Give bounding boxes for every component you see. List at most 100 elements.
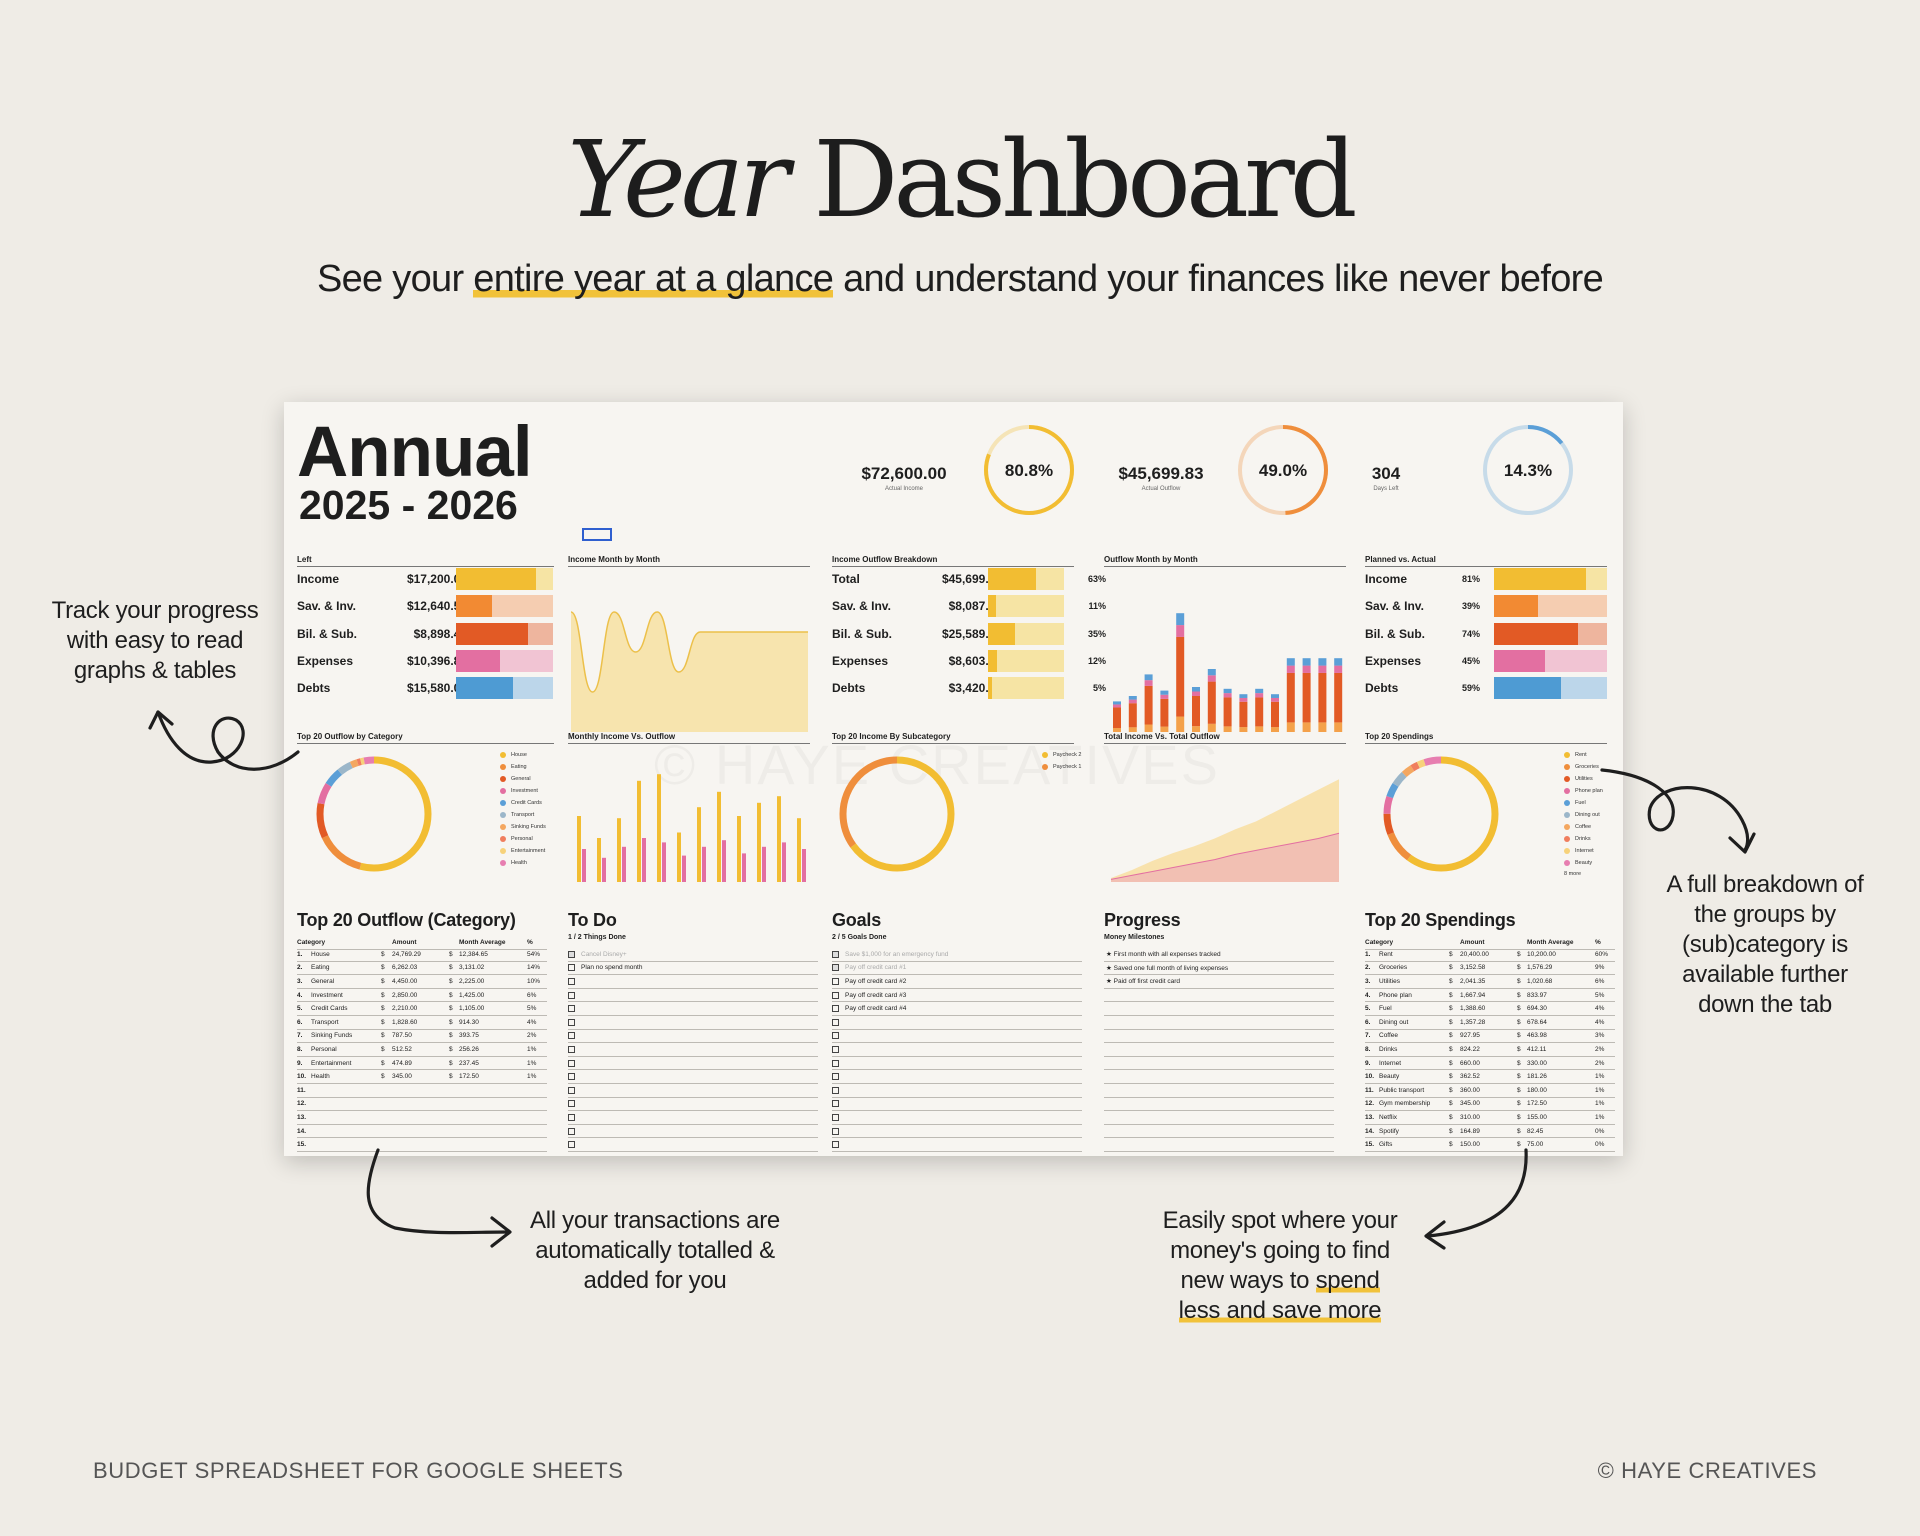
checklist-row[interactable] [832,1030,1082,1044]
checklist-row[interactable] [832,1070,1082,1084]
table-row[interactable]: 13. Netflix $310.00 $155.00 1% [1365,1111,1615,1125]
table-row[interactable]: 12. [297,1098,547,1112]
checklist-row[interactable]: Cancel Disney+ [568,948,818,962]
bar-row: Bil. & Sub. $8,898.43 [297,622,553,645]
table-row[interactable]: 4. Phone plan $1,667.94 $833.97 5% [1365,989,1615,1003]
donut-income-slice [839,756,955,872]
checkbox-icon[interactable] [832,991,839,999]
table-row[interactable]: 8. Drinks $824.22 $412.11 2% [1365,1043,1615,1057]
checklist-row[interactable] [832,1043,1082,1057]
checkbox-icon[interactable] [568,1045,575,1053]
checklist-row[interactable]: Pay off credit card #2 [832,975,1082,989]
checklist-row[interactable]: Pay off credit card #3 [832,989,1082,1003]
table-row[interactable]: 3. General $4,450.00 $2,225.00 10% [297,975,547,989]
bar-track [1494,649,1607,672]
checklist-row[interactable] [568,1043,818,1057]
checkbox-icon[interactable] [832,1113,839,1121]
row-percent: 0% [1595,1127,1605,1135]
table-row[interactable]: 4. Investment $2,850.00 $1,425.00 6% [297,989,547,1003]
checkbox-icon[interactable] [832,1045,839,1053]
checklist-row[interactable] [568,1125,818,1139]
checkbox-icon[interactable] [832,977,839,985]
table-row[interactable]: 2. Eating $6,262.03 $3,131.02 14% [297,962,547,976]
checklist-row[interactable] [568,989,818,1003]
checkbox-icon[interactable] [832,1059,839,1067]
checkbox-icon[interactable] [568,1005,575,1013]
table-row[interactable]: 10. Health $345.00 $172.50 1% [297,1070,547,1084]
checkbox-icon[interactable] [568,1073,575,1081]
row-category: Gifts [1379,1141,1393,1149]
checklist-row[interactable] [568,1016,818,1030]
table-row[interactable]: 6. Transport $1,828.60 $914.30 4% [297,1016,547,1030]
table-row[interactable]: 5. Fuel $1,388.60 $694.30 4% [1365,1002,1615,1016]
selected-cell[interactable] [582,528,612,541]
table-row[interactable]: 9. Internet $660.00 $330.00 2% [1365,1057,1615,1071]
legend-more[interactable]: 8 more [1564,871,1582,877]
table-row[interactable]: 12. Gym membership $345.00 $172.50 1% [1365,1098,1615,1112]
checkbox-icon[interactable] [832,1073,839,1081]
checkbox-icon[interactable] [568,1100,575,1108]
checklist-row[interactable] [568,1098,818,1112]
checklist-row[interactable] [568,1138,818,1152]
table-row[interactable]: 3. Utilities $2,041.35 $1,020.68 6% [1365,975,1615,989]
checkbox-icon[interactable] [832,1086,839,1094]
checkbox-icon[interactable] [832,1032,839,1040]
checkbox-icon[interactable] [832,1005,839,1013]
checklist-row[interactable] [568,1057,818,1071]
table-row[interactable]: 1. House $24,769.29 $12,384.65 54% [297,948,547,962]
checkbox-icon[interactable] [568,1127,575,1135]
checkbox-icon[interactable] [568,1113,575,1121]
table-row[interactable]: 14. [297,1125,547,1139]
checkbox-icon[interactable] [568,1018,575,1026]
table-row[interactable]: 13. [297,1111,547,1125]
table-row[interactable]: 10. Beauty $362.52 $181.26 1% [1365,1070,1615,1084]
checklist-row[interactable] [832,1111,1082,1125]
table-row[interactable]: 6. Dining out $1,357.28 $678.64 4% [1365,1016,1615,1030]
checklist-row[interactable]: Pay off credit card #1 [832,962,1082,976]
table-row[interactable]: 2. Groceries $3,152.58 $1,576.29 9% [1365,962,1615,976]
checklist-row[interactable] [568,1030,818,1044]
checkbox-icon[interactable] [568,950,575,958]
checkbox-icon[interactable] [832,1018,839,1026]
checklist-row[interactable] [832,1098,1082,1112]
checkbox-icon[interactable] [832,964,839,972]
table-row[interactable]: 15. [297,1138,547,1152]
checklist-row[interactable]: Save $1,000 for an emergency fund [832,948,1082,962]
checklist-row[interactable] [568,1070,818,1084]
checkbox-icon[interactable] [832,1100,839,1108]
table-row[interactable]: 5. Credit Cards $2,210.00 $1,105.00 5% [297,1002,547,1016]
checklist-row[interactable] [832,1016,1082,1030]
checklist-row[interactable] [568,975,818,989]
checklist-row[interactable] [568,1084,818,1098]
table-row[interactable]: 9. Entertainment $474.89 $237.45 1% [297,1057,547,1071]
checklist-row[interactable] [568,1002,818,1016]
table-row[interactable]: 1. Rent $20,400.00 $10,200.00 60% [1365,948,1615,962]
checkbox-icon[interactable] [568,1141,575,1149]
checkbox-icon[interactable] [832,1127,839,1135]
dollar-sign: $ [1517,1073,1521,1081]
checkbox-icon[interactable] [568,991,575,999]
table-row[interactable]: 11. Public transport $360.00 $180.00 1% [1365,1084,1615,1098]
checkbox-icon[interactable] [568,1059,575,1067]
table-row[interactable]: 14. Spotify $164.89 $82.45 0% [1365,1125,1615,1139]
checkbox-icon[interactable] [568,1086,575,1094]
checklist-row[interactable]: Plan no spend month [568,962,818,976]
table-row[interactable]: 8. Personal $512.52 $256.26 1% [297,1043,547,1057]
table-row[interactable]: 15. Gifts $150.00 $75.00 0% [1365,1138,1615,1152]
checklist-row[interactable] [832,1057,1082,1071]
table-row[interactable]: 7. Sinking Funds $787.50 $393.75 2% [297,1030,547,1044]
checklist-row[interactable] [832,1084,1082,1098]
checkbox-icon[interactable] [832,950,839,958]
checkbox-icon[interactable] [568,964,575,972]
hero-subtitle-post: and understand your finances like never … [833,258,1604,300]
table-row[interactable]: 11. [297,1084,547,1098]
table-row[interactable]: 7. Coffee $927.95 $463.98 3% [1365,1030,1615,1044]
checklist-row[interactable]: Pay off credit card #4 [832,1002,1082,1016]
checklist-row[interactable] [568,1111,818,1125]
checklist-row[interactable] [832,1125,1082,1139]
checklist-row[interactable] [832,1138,1082,1152]
checkbox-icon[interactable] [832,1141,839,1149]
checkbox-icon[interactable] [568,1032,575,1040]
row-category: General [311,977,335,985]
checkbox-icon[interactable] [568,977,575,985]
